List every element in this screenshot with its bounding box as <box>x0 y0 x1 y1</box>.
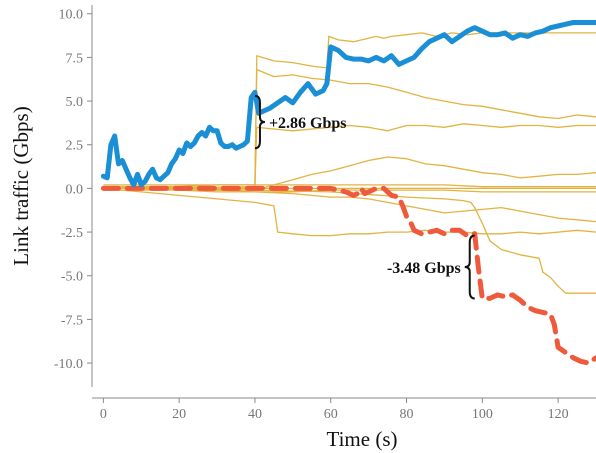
background-series-line-8 <box>103 187 596 237</box>
background-series-line-7 <box>103 187 596 223</box>
x-tick-label: 60 <box>324 407 338 422</box>
annotations-group: +2.86 Gbps -3.48 Gbps <box>254 94 475 300</box>
background-series-line-1 <box>103 123 596 190</box>
decreasing-link-series-line <box>100 185 596 366</box>
y-tick-label: -2.5 <box>61 226 83 241</box>
x-tick-label: 80 <box>400 407 414 422</box>
background-series-line-9 <box>103 187 596 294</box>
annotation-label-2: -3.48 Gbps <box>387 260 461 277</box>
background-series-group <box>103 32 596 294</box>
x-tick-label: 0 <box>100 407 107 422</box>
y-tick-label: -5.0 <box>61 270 83 285</box>
y-tick-label: -7.5 <box>61 313 83 328</box>
increasing-link-series-line <box>100 20 596 188</box>
axes-group: 10.0 7.5 5.0 2.5 0.0 -2.5 -5.0 -7.5 -10.0 0 20 40 60… <box>54 5 596 422</box>
annotation-brace-2 <box>464 234 475 300</box>
y-tick-label: 5.0 <box>66 95 84 110</box>
highlight-series-group <box>100 20 596 366</box>
y-tick-label: 7.5 <box>66 51 84 66</box>
y-tick-label: 2.5 <box>66 139 84 154</box>
y-tick-label: 10.0 <box>59 8 84 23</box>
x-tick-label: 120 <box>548 407 569 422</box>
y-tick-label: 0.0 <box>66 182 84 197</box>
x-axis-label: Time (s) <box>327 427 398 451</box>
x-tick-label: 20 <box>172 407 186 422</box>
y-axis-label: Link traffic (Gbps) <box>9 106 33 265</box>
y-tick-label: -10.0 <box>54 357 83 372</box>
background-series-line-2 <box>103 68 596 186</box>
annotation-brace-1 <box>254 94 266 150</box>
annotation-label-1: +2.86 Gbps <box>269 115 347 132</box>
x-tick-label: 100 <box>472 407 493 422</box>
x-tick-label: 40 <box>248 407 262 422</box>
